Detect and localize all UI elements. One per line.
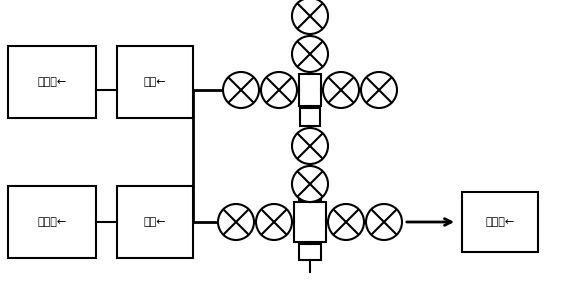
Text: 配液池←: 配液池←: [37, 217, 67, 227]
Bar: [8, 186, 96, 258]
Ellipse shape: [328, 204, 364, 240]
Ellipse shape: [323, 72, 359, 108]
Bar: [299, 74, 321, 106]
Ellipse shape: [223, 72, 259, 108]
Ellipse shape: [261, 72, 297, 108]
Text: 配液池←: 配液池←: [37, 77, 67, 87]
Ellipse shape: [361, 72, 397, 108]
Ellipse shape: [256, 204, 292, 240]
Bar: [8, 46, 96, 118]
Ellipse shape: [292, 128, 328, 164]
Bar: [299, 184, 321, 200]
Bar: [462, 192, 538, 252]
Bar: [117, 46, 193, 118]
Text: 储液罐←: 储液罐←: [485, 217, 515, 227]
Ellipse shape: [292, 36, 328, 72]
Bar: [117, 186, 193, 258]
Bar: [294, 202, 326, 242]
Ellipse shape: [366, 204, 402, 240]
Text: 泵车←: 泵车←: [144, 77, 166, 87]
Bar: [300, 108, 320, 126]
Ellipse shape: [292, 0, 328, 34]
Ellipse shape: [292, 166, 328, 202]
Ellipse shape: [218, 204, 254, 240]
Bar: [299, 244, 321, 260]
Text: 泵车←: 泵车←: [144, 217, 166, 227]
